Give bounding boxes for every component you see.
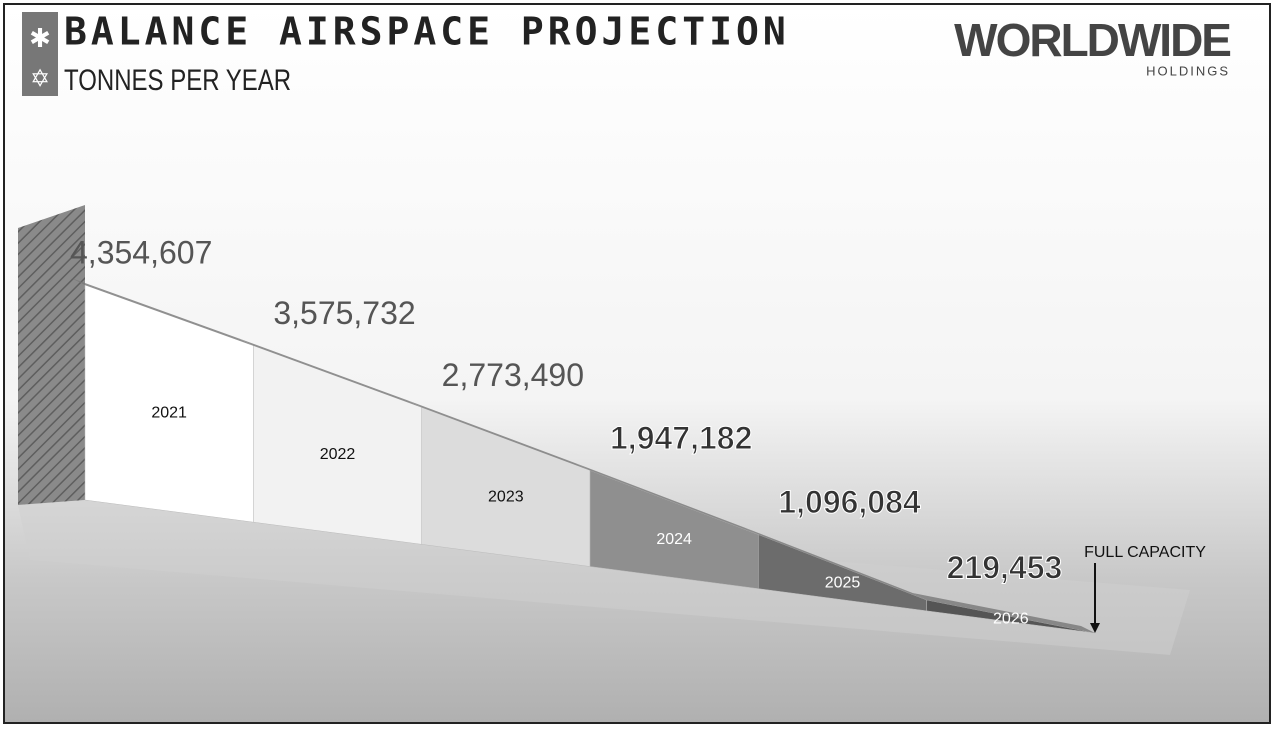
svg-text:✡: ✡ [30, 65, 50, 92]
floor [18, 500, 1190, 655]
svg-text:✱: ✱ [29, 23, 51, 53]
value-label: 3,575,732 [273, 295, 415, 331]
chart-subtitle: TONNES PER YEAR [64, 62, 291, 96]
category-label: 2021 [151, 404, 187, 421]
value-label: 1,947,182 [610, 420, 752, 456]
category-label: 2025 [825, 575, 861, 592]
segment-top [407, 400, 590, 471]
value-label: 2,773,490 [442, 357, 584, 393]
category-label: 2026 [993, 610, 1029, 627]
annotation: FULL CAPACITY [1084, 544, 1206, 561]
segment-top [71, 278, 254, 346]
chart-title: BALANCE AIRSPACE PROJECTION [64, 10, 790, 54]
segment-top [912, 592, 1095, 633]
segment-top [576, 463, 759, 535]
category-label: 2024 [656, 531, 692, 548]
value-label: 219,453 [947, 549, 1063, 585]
back-wall [18, 205, 85, 505]
logo-sub: HOLDINGS [1146, 63, 1230, 78]
logo-name: WORLDWIDE [954, 14, 1230, 66]
logo-icon: ✱ ✡ [22, 12, 58, 96]
segment-top [239, 338, 422, 408]
segment-top [744, 527, 927, 600]
category-label: 2022 [320, 446, 356, 463]
value-label: 4,354,607 [70, 234, 212, 270]
value-label: 1,096,084 [778, 484, 921, 520]
annotation-arrowhead [1090, 623, 1100, 633]
category-label: 2023 [488, 488, 524, 505]
